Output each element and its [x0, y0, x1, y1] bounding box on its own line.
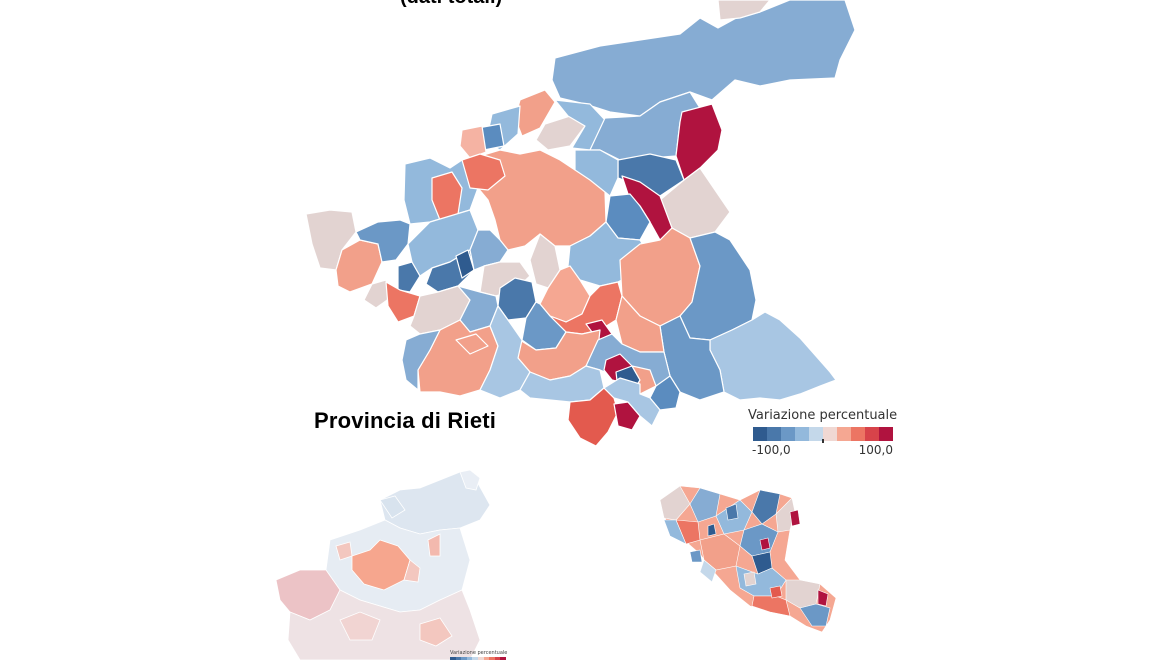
- municipality[interactable]: [717, 0, 771, 21]
- legend-ticks: -100,0 100,0: [748, 439, 898, 457]
- municipality[interactable]: [554, 99, 606, 151]
- legend-swatch: [483, 657, 490, 660]
- legend-swatch: [466, 657, 473, 660]
- legend-min-label: -100,0: [752, 443, 791, 457]
- municipality[interactable]: [401, 329, 441, 391]
- mini-color-legend: Variazione percentuale: [450, 650, 508, 660]
- legend-color-bar: [753, 427, 893, 441]
- municipality[interactable]: [355, 219, 411, 263]
- municipality[interactable]: [689, 487, 721, 523]
- legend-swatch: [753, 427, 767, 441]
- region-label: Provincia di Rieti: [314, 408, 497, 433]
- municipality[interactable]: [459, 469, 481, 491]
- municipality[interactable]: [551, 0, 856, 117]
- municipality[interactable]: [759, 537, 771, 551]
- municipality[interactable]: [751, 595, 791, 617]
- municipality[interactable]: [379, 495, 406, 519]
- lazio-totals-map-faded: [275, 469, 491, 660]
- legend-midpoint-tick: [822, 439, 824, 443]
- municipality[interactable]: [455, 333, 489, 355]
- legend-swatch: [823, 427, 837, 441]
- municipality[interactable]: [789, 509, 801, 527]
- legend-title: Variazione percentuale: [748, 408, 898, 423]
- map-title-fragment: (dati totali): [400, 0, 502, 9]
- municipality[interactable]: [519, 365, 605, 403]
- legend-swatch: [472, 657, 478, 660]
- municipality[interactable]: [817, 589, 829, 607]
- municipality[interactable]: [689, 549, 703, 563]
- legend-swatch: [455, 657, 462, 660]
- legend-swatch: [837, 427, 851, 441]
- mini-legend-title: Variazione percentuale: [450, 650, 508, 656]
- municipality[interactable]: [339, 611, 381, 641]
- legend-swatch: [781, 427, 795, 441]
- legend-swatch: [500, 657, 506, 660]
- municipality[interactable]: [769, 585, 783, 599]
- color-legend: Variazione percentuale -100,0 100,0: [748, 408, 898, 457]
- municipality[interactable]: [403, 559, 421, 583]
- municipality[interactable]: [799, 603, 831, 627]
- legend-swatch: [809, 427, 823, 441]
- municipality[interactable]: [461, 153, 506, 191]
- legend-swatch: [767, 427, 781, 441]
- municipality[interactable]: [567, 387, 619, 447]
- municipality[interactable]: [699, 559, 717, 583]
- municipality[interactable]: [469, 229, 509, 271]
- mini-legend-color-bar: [450, 657, 506, 660]
- municipality[interactable]: [617, 153, 685, 197]
- municipality[interactable]: [427, 533, 441, 557]
- legend-swatch: [795, 427, 809, 441]
- legend-swatch: [477, 657, 484, 660]
- legend-swatch: [494, 657, 501, 660]
- municipality[interactable]: [725, 503, 739, 521]
- legend-swatch: [851, 427, 865, 441]
- municipality[interactable]: [419, 617, 453, 647]
- municipality[interactable]: [603, 377, 661, 427]
- legend-max-label: 100,0: [858, 443, 893, 457]
- legend-swatch: [879, 427, 893, 441]
- municipality[interactable]: [459, 125, 487, 159]
- municipality[interactable]: [743, 571, 757, 587]
- municipality[interactable]: [335, 541, 353, 561]
- municipality[interactable]: [707, 523, 717, 537]
- municipality[interactable]: [751, 489, 781, 525]
- legend-swatch: [450, 657, 456, 660]
- municipality[interactable]: [363, 279, 391, 309]
- municipality[interactable]: [397, 261, 421, 293]
- legend-swatch: [461, 657, 467, 660]
- lazio-region-map: [659, 485, 837, 633]
- municipality[interactable]: [663, 519, 687, 545]
- rieti-province-map: [305, 0, 856, 447]
- legend-swatch: [489, 657, 495, 660]
- municipality[interactable]: [659, 485, 691, 521]
- municipality[interactable]: [574, 149, 619, 197]
- legend-swatch: [865, 427, 879, 441]
